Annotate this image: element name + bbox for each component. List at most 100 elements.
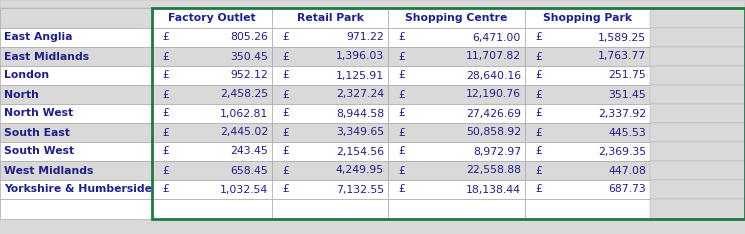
Bar bbox=[272, 47, 388, 66]
Text: 50,858.92: 50,858.92 bbox=[466, 128, 521, 138]
Bar bbox=[525, 28, 650, 47]
Text: £: £ bbox=[535, 70, 542, 80]
Bar bbox=[525, 161, 650, 180]
Bar bbox=[272, 123, 388, 142]
Bar bbox=[388, 161, 525, 180]
Text: £: £ bbox=[162, 128, 169, 138]
Bar bbox=[650, 180, 745, 199]
Bar bbox=[525, 47, 650, 66]
Text: 445.53: 445.53 bbox=[608, 128, 646, 138]
Text: East Anglia: East Anglia bbox=[4, 33, 72, 43]
Text: £: £ bbox=[398, 128, 405, 138]
Text: 28,640.16: 28,640.16 bbox=[466, 70, 521, 80]
Bar bbox=[388, 47, 525, 66]
Text: London: London bbox=[4, 70, 49, 80]
Bar bbox=[388, 8, 525, 28]
Bar bbox=[0, 104, 152, 123]
Bar bbox=[152, 8, 272, 28]
Bar bbox=[650, 142, 745, 161]
Text: Yorkshire & Humberside: Yorkshire & Humberside bbox=[4, 184, 152, 194]
Text: North: North bbox=[4, 89, 39, 99]
Bar bbox=[650, 104, 745, 123]
Bar bbox=[272, 161, 388, 180]
Text: £: £ bbox=[535, 184, 542, 194]
Bar bbox=[272, 28, 388, 47]
Bar bbox=[0, 199, 152, 219]
Text: Shopping Centre: Shopping Centre bbox=[405, 13, 507, 23]
Bar bbox=[272, 180, 388, 199]
Text: 11,707.82: 11,707.82 bbox=[466, 51, 521, 62]
Bar bbox=[525, 104, 650, 123]
Bar bbox=[650, 47, 745, 66]
Bar bbox=[152, 47, 272, 66]
Bar bbox=[272, 142, 388, 161]
Text: 1,763.77: 1,763.77 bbox=[598, 51, 646, 62]
Bar bbox=[0, 142, 152, 161]
Text: East Midlands: East Midlands bbox=[4, 51, 89, 62]
Text: £: £ bbox=[398, 146, 405, 157]
Bar bbox=[152, 85, 272, 104]
Bar bbox=[388, 180, 525, 199]
Bar bbox=[650, 123, 745, 142]
Text: 1,062.81: 1,062.81 bbox=[220, 109, 268, 118]
Text: £: £ bbox=[162, 51, 169, 62]
Text: 8,972.97: 8,972.97 bbox=[473, 146, 521, 157]
Text: £: £ bbox=[162, 146, 169, 157]
Text: £: £ bbox=[162, 33, 169, 43]
Text: £: £ bbox=[162, 184, 169, 194]
Text: 1,125.91: 1,125.91 bbox=[336, 70, 384, 80]
Bar bbox=[388, 123, 525, 142]
Bar bbox=[272, 85, 388, 104]
Text: 18,138.44: 18,138.44 bbox=[466, 184, 521, 194]
Text: South East: South East bbox=[4, 128, 70, 138]
Text: £: £ bbox=[282, 89, 289, 99]
Bar bbox=[650, 199, 745, 219]
Text: 6,471.00: 6,471.00 bbox=[472, 33, 521, 43]
Text: £: £ bbox=[398, 109, 405, 118]
Text: £: £ bbox=[162, 70, 169, 80]
Text: 351.45: 351.45 bbox=[608, 89, 646, 99]
Text: £: £ bbox=[398, 51, 405, 62]
Text: £: £ bbox=[535, 146, 542, 157]
Text: 2,458.25: 2,458.25 bbox=[220, 89, 268, 99]
Bar bbox=[525, 199, 650, 219]
Text: 12,190.76: 12,190.76 bbox=[466, 89, 521, 99]
Text: 251.75: 251.75 bbox=[608, 70, 646, 80]
Text: £: £ bbox=[162, 89, 169, 99]
Text: 805.26: 805.26 bbox=[230, 33, 268, 43]
Text: 658.45: 658.45 bbox=[230, 165, 268, 176]
Bar bbox=[0, 180, 152, 199]
Bar bbox=[152, 8, 745, 219]
Bar bbox=[0, 161, 152, 180]
Bar bbox=[525, 123, 650, 142]
Text: £: £ bbox=[398, 33, 405, 43]
Text: 7,132.55: 7,132.55 bbox=[336, 184, 384, 194]
Bar bbox=[650, 85, 745, 104]
Bar bbox=[650, 66, 745, 85]
Bar bbox=[152, 123, 272, 142]
Text: £: £ bbox=[162, 109, 169, 118]
Text: £: £ bbox=[535, 128, 542, 138]
Bar bbox=[388, 104, 525, 123]
Bar bbox=[0, 123, 152, 142]
Text: 8,944.58: 8,944.58 bbox=[336, 109, 384, 118]
Bar bbox=[525, 8, 650, 28]
Text: £: £ bbox=[535, 165, 542, 176]
Bar bbox=[272, 199, 388, 219]
Text: 952.12: 952.12 bbox=[230, 70, 268, 80]
Text: £: £ bbox=[282, 109, 289, 118]
Bar bbox=[388, 66, 525, 85]
Bar bbox=[525, 85, 650, 104]
Text: £: £ bbox=[282, 70, 289, 80]
Text: 687.73: 687.73 bbox=[608, 184, 646, 194]
Text: 350.45: 350.45 bbox=[230, 51, 268, 62]
Bar bbox=[0, 85, 152, 104]
Bar bbox=[152, 161, 272, 180]
Text: Factory Outlet: Factory Outlet bbox=[168, 13, 256, 23]
Text: 2,369.35: 2,369.35 bbox=[598, 146, 646, 157]
Text: North West: North West bbox=[4, 109, 73, 118]
Text: Shopping Park: Shopping Park bbox=[543, 13, 632, 23]
Bar bbox=[0, 66, 152, 85]
Text: South West: South West bbox=[4, 146, 74, 157]
Bar bbox=[152, 66, 272, 85]
